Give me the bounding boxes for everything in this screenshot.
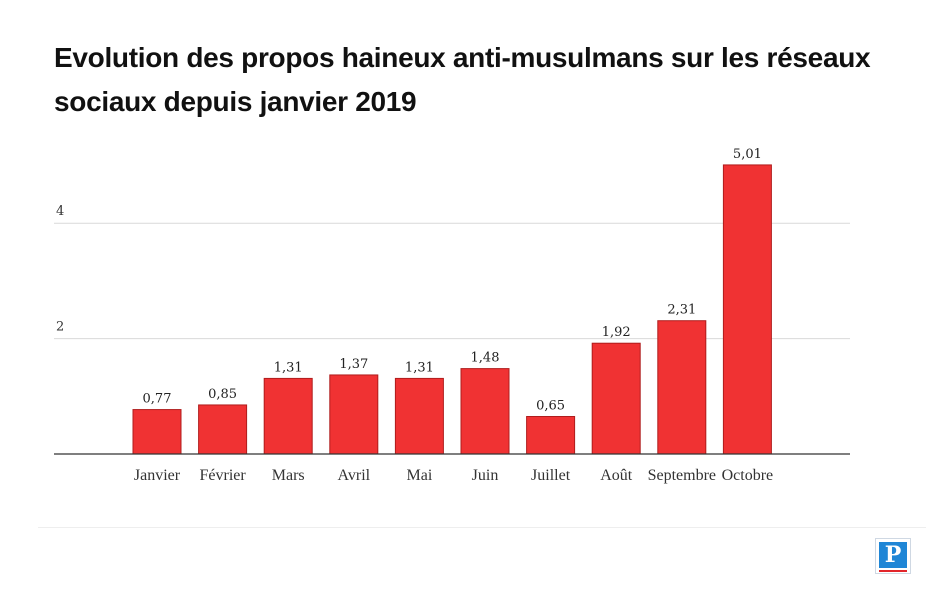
bar <box>263 377 313 455</box>
bar <box>657 320 707 455</box>
x-tick-label: Avril <box>338 467 371 484</box>
data-label: 1,37 <box>339 357 368 372</box>
data-label: 1,31 <box>405 360 434 375</box>
x-tick-label: Juillet <box>531 467 571 484</box>
data-label: 0,77 <box>143 392 172 407</box>
logo-underline <box>879 570 907 572</box>
chart-title: Evolution des propos haineux anti-musulm… <box>54 42 871 117</box>
x-tick-label: Septembre <box>648 467 716 484</box>
data-label: 0,85 <box>208 387 237 402</box>
y-tick-label: 2 <box>56 320 64 335</box>
data-label: 1,31 <box>274 360 303 375</box>
data-label: 0,65 <box>536 398 565 413</box>
bar <box>198 404 248 455</box>
data-label: 2,31 <box>667 303 696 318</box>
footer-divider <box>38 527 926 528</box>
data-label: 5,01 <box>733 147 762 162</box>
x-tick-label: Mars <box>272 467 305 484</box>
x-tick-label: Octobre <box>722 467 774 484</box>
x-tick-label: Juin <box>472 467 499 484</box>
x-tick-label: Août <box>600 467 633 484</box>
logo-letter: P <box>879 542 907 568</box>
bar <box>526 415 576 455</box>
x-tick-label: Mai <box>407 467 433 484</box>
bar <box>329 374 379 455</box>
data-label: 1,48 <box>471 351 500 366</box>
y-tick-label: 4 <box>56 204 64 219</box>
bar <box>132 409 182 455</box>
data-label: 1,92 <box>602 325 631 340</box>
publisher-logo: P <box>875 538 911 574</box>
bar <box>460 368 510 455</box>
x-tick-label: Janvier <box>134 467 181 484</box>
bar <box>722 164 772 455</box>
x-tick-label: Février <box>199 467 246 484</box>
bar <box>394 377 444 455</box>
bar <box>591 342 641 455</box>
